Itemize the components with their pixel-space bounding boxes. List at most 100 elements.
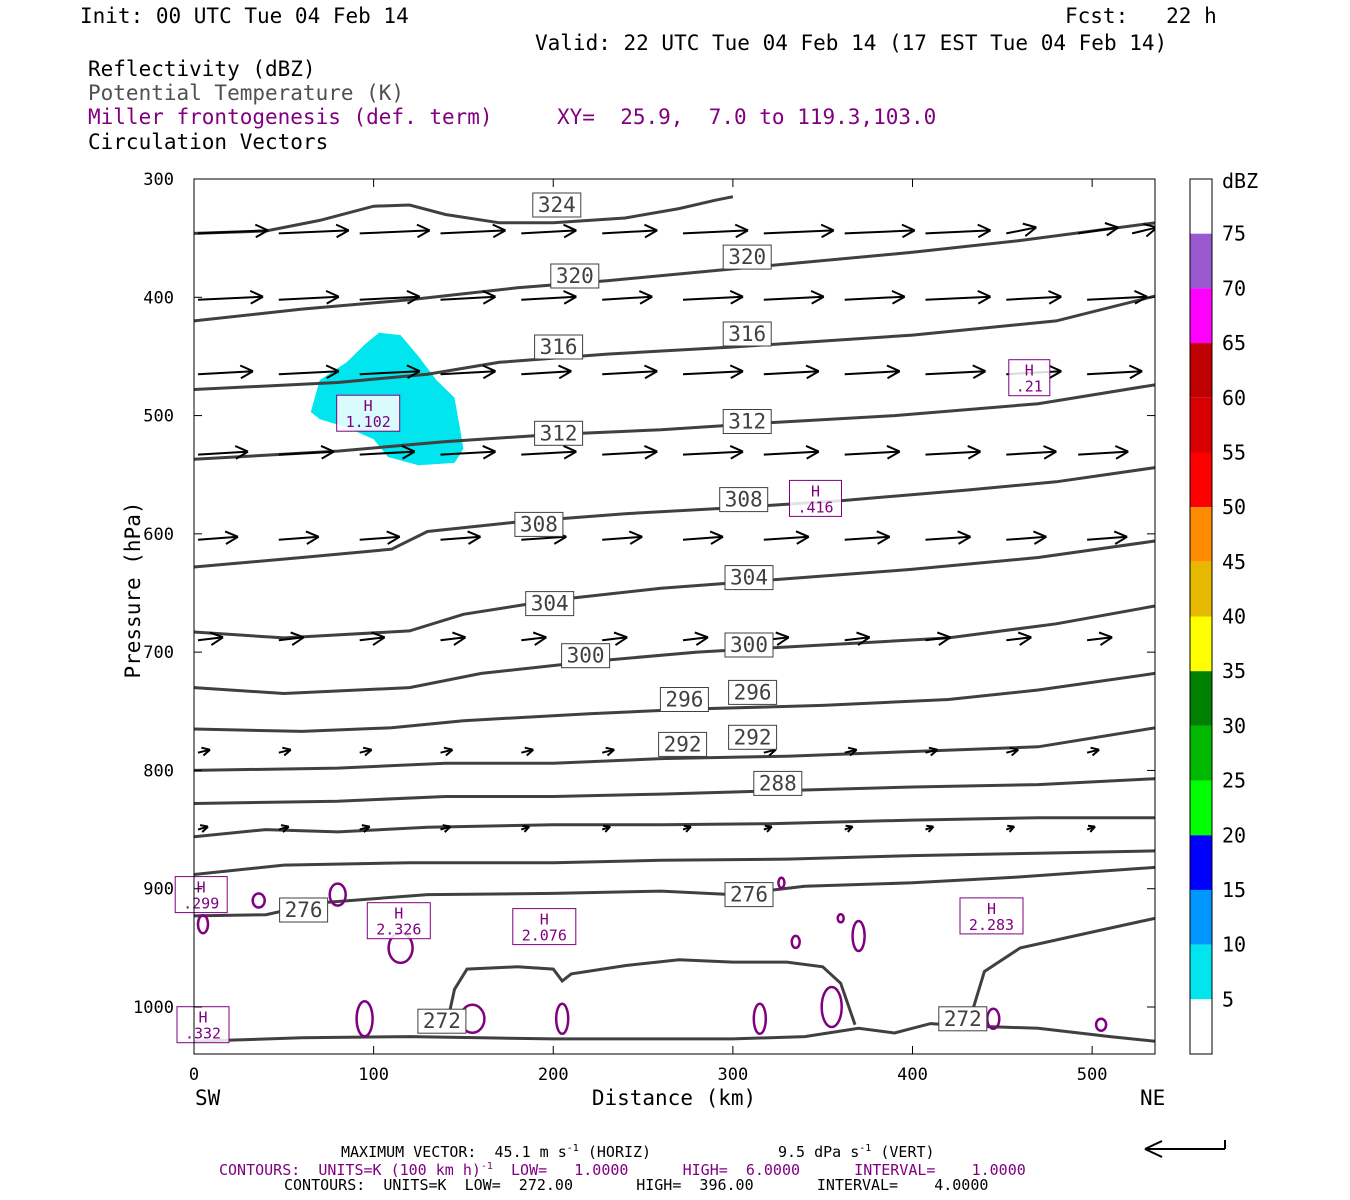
theta-label: 272	[423, 1009, 461, 1033]
theta-label: 296	[665, 688, 703, 712]
circulation-vector	[197, 746, 211, 757]
frontogenesis-contour-9	[790, 934, 801, 950]
y-tick-label: 1000	[133, 998, 174, 1018]
circulation-vector	[359, 444, 416, 460]
colorbar-swatch	[1190, 233, 1212, 289]
theta-contour-320	[194, 221, 1155, 323]
circulation-vector	[521, 223, 577, 239]
x-tick-label: 0	[189, 1065, 199, 1085]
theta-label-box: 324	[532, 192, 582, 218]
circulation-vector	[682, 631, 709, 646]
colorbar-swatch	[1190, 179, 1212, 234]
colorbar-label: 10	[1222, 933, 1246, 957]
theta-label-box: 276	[279, 897, 329, 923]
x-tick-label: 400	[897, 1065, 928, 1085]
colorbar-label: 15	[1222, 878, 1246, 902]
frontogenesis-contour-12	[1094, 1017, 1108, 1032]
theta-label-box: 320	[722, 244, 772, 270]
theta-contour-288	[194, 777, 1155, 805]
theta-label: 296	[734, 680, 772, 704]
circulation-vector	[521, 631, 547, 646]
circulation-vector	[359, 530, 401, 545]
field-reflectivity: Reflectivity (dBZ)	[88, 57, 316, 81]
circulation-vector	[359, 223, 431, 239]
theta-label-box: 312	[534, 420, 584, 446]
colorbar-swatch	[1190, 288, 1212, 344]
colorbar-label: 60	[1222, 386, 1246, 410]
frontogenesis-contour-2	[328, 882, 347, 907]
frontogenesis-high: H2.076	[512, 908, 577, 946]
circulation-vector	[925, 824, 935, 833]
frontogenesis-high-value: 2.076	[522, 927, 567, 945]
circulation-vector	[521, 746, 534, 757]
frontogenesis-contour-1	[251, 892, 266, 909]
colorbar-swatch	[1190, 616, 1212, 672]
circulation-vector	[925, 289, 991, 305]
frontogenesis-high-marker: H	[197, 879, 206, 897]
circulation-vector	[440, 530, 482, 545]
circulation-vector	[844, 530, 891, 545]
circulation-vectors	[197, 222, 1155, 833]
colorbar-label: 55	[1222, 440, 1246, 464]
circulation-vector	[763, 444, 820, 460]
circulation-vector	[1006, 222, 1037, 237]
frontogenesis-high-value: .416	[797, 498, 833, 516]
circulation-vector	[763, 530, 810, 545]
theta-label-box: 304	[525, 591, 575, 617]
theta-label-box: 308	[719, 487, 769, 513]
circulation-vector	[440, 223, 506, 239]
colorbar-swatch	[1190, 561, 1212, 617]
colorbar-swatch	[1190, 999, 1212, 1054]
frontogenesis-contour-7	[752, 1002, 768, 1036]
circulation-vector	[602, 364, 658, 380]
frontogenesis-high-marker: H	[540, 911, 549, 929]
circulation-vector	[1006, 445, 1057, 460]
theta-contour-308	[194, 466, 1155, 569]
y-tick-label: 500	[143, 407, 174, 427]
colorbar-label: 50	[1222, 495, 1246, 519]
theta-contour-292	[194, 726, 1155, 772]
circulation-vector	[682, 223, 749, 239]
frontogenesis-high: H2.326	[366, 902, 431, 940]
circulation-vector	[278, 631, 305, 646]
colorbar-label: 70	[1222, 276, 1246, 300]
theta-label-box: 312	[722, 409, 772, 434]
theta-label: 300	[730, 633, 768, 657]
circulation-vector	[844, 444, 901, 460]
theta-label: 312	[728, 410, 766, 434]
circulation-vector	[440, 444, 497, 460]
circulation-vector	[844, 289, 906, 305]
circulation-vector	[1086, 631, 1113, 646]
circulation-vector	[521, 364, 572, 380]
theta-label: 308	[725, 488, 763, 512]
circulation-vector	[844, 223, 916, 239]
circulation-vector	[197, 289, 264, 305]
colorbar-label: 35	[1222, 659, 1246, 683]
frontogenesis-high-labels: H.299H2.326H2.076H2.283H1.102H.416H.21H.…	[174, 359, 1051, 1044]
circulation-vector	[1006, 631, 1032, 646]
circulation-vector	[1005, 824, 1016, 833]
theta-label: 308	[520, 512, 558, 536]
circulation-vector	[359, 631, 386, 646]
frontogenesis-high-marker: H	[987, 900, 996, 918]
theta-label-box: 288	[753, 770, 803, 796]
circulation-vector	[925, 631, 952, 646]
circulation-vector	[1087, 289, 1148, 305]
circulation-vector	[763, 364, 820, 380]
theta-label: 316	[728, 322, 766, 346]
theta-label: 300	[567, 644, 605, 668]
colorbar-swatch	[1190, 343, 1212, 398]
reference-vector-arrow	[1144, 1140, 1226, 1158]
circulation-vector	[278, 746, 292, 757]
circulation-vector	[440, 364, 497, 380]
circulation-vector	[682, 824, 692, 833]
theta-label: 312	[540, 421, 578, 445]
colorbar-swatch	[1190, 835, 1212, 890]
x-tick-label: 200	[538, 1065, 569, 1085]
theta-label-box: 292	[658, 731, 708, 757]
frontogenesis-high-value: .332	[185, 1025, 221, 1043]
colorbar-swatch	[1190, 397, 1212, 453]
colorbar-label: 75	[1222, 222, 1246, 246]
theta-label: 324	[538, 193, 576, 217]
theta-label: 316	[540, 335, 578, 359]
